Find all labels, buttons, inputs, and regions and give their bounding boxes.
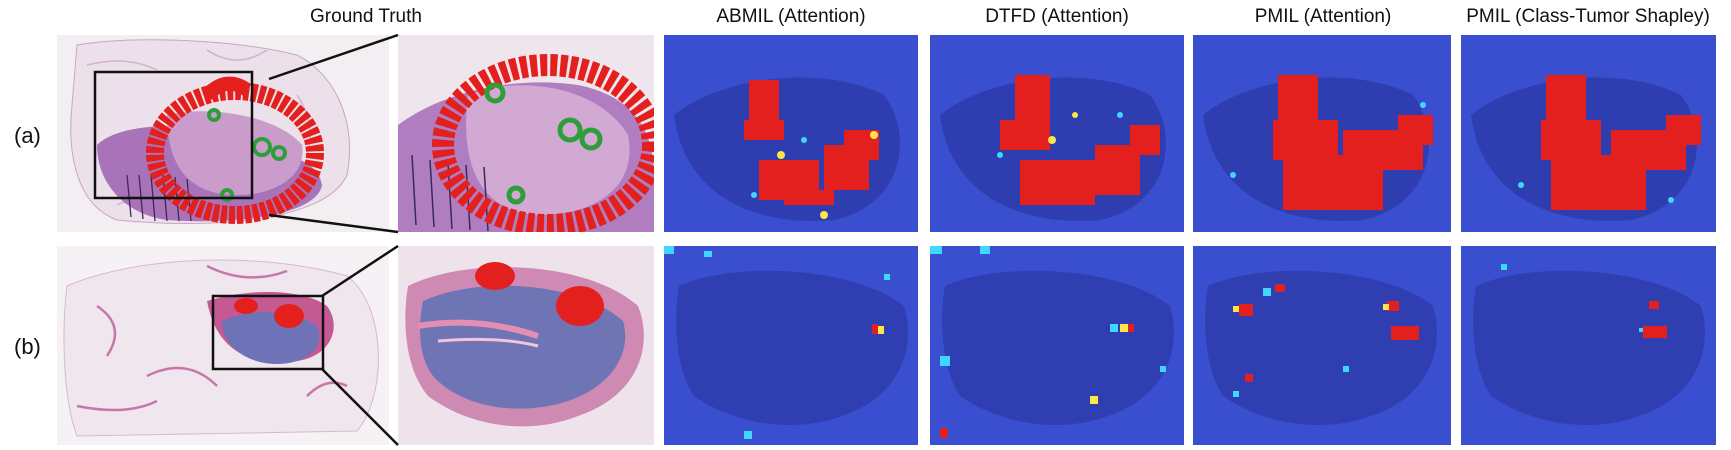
- heatmap-dtfd-b: [930, 246, 1184, 445]
- heatmap-pmil-shapley-b: [1461, 246, 1716, 445]
- column-title-abmil: ABMIL (Attention): [716, 6, 866, 27]
- heatmap-pmil-attention-a: [1193, 35, 1451, 232]
- column-title-dtfd: DTFD (Attention): [985, 6, 1129, 27]
- heatmap-dtfd-a: [930, 35, 1184, 232]
- zoom-crop-b: [398, 246, 654, 445]
- heatmap-abmil-b: [664, 246, 918, 445]
- slide-thumbnail-a: [57, 35, 389, 232]
- heatmap-pmil-shapley-a: [1461, 35, 1716, 232]
- column-title-pmil-shapley: PMIL (Class-Tumor Shapley): [1466, 6, 1710, 27]
- heatmap-abmil-a: [664, 35, 918, 232]
- column-title-pmil-attention: PMIL (Attention): [1254, 6, 1392, 27]
- slide-thumbnail-b: [57, 246, 389, 445]
- heatmap-pmil-attention-b: [1193, 246, 1451, 445]
- row-label-b: (b): [14, 334, 41, 359]
- column-title-ground-truth: Ground Truth: [310, 6, 422, 27]
- zoom-crop-a: [398, 35, 654, 232]
- row-label-a: (a): [14, 123, 41, 148]
